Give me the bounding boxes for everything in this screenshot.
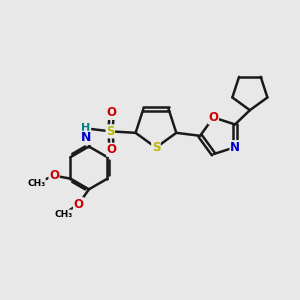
Text: N: N bbox=[81, 131, 91, 144]
Text: H: H bbox=[81, 123, 91, 134]
Text: O: O bbox=[107, 106, 117, 119]
Text: O: O bbox=[107, 143, 117, 156]
Text: CH₃: CH₃ bbox=[55, 210, 73, 219]
Text: O: O bbox=[49, 169, 59, 182]
Text: O: O bbox=[74, 198, 83, 211]
Text: CH₃: CH₃ bbox=[27, 178, 45, 188]
Text: N: N bbox=[230, 141, 240, 154]
Text: S: S bbox=[152, 141, 160, 154]
Text: S: S bbox=[106, 125, 115, 138]
Text: O: O bbox=[208, 111, 218, 124]
